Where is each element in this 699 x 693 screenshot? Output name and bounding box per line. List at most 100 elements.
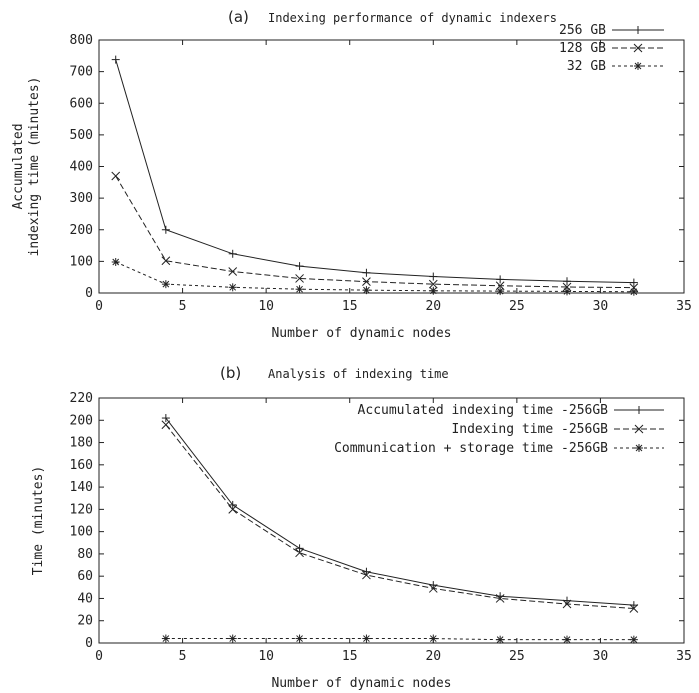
data-point <box>295 274 304 283</box>
data-point <box>228 505 238 514</box>
data-point <box>629 635 638 644</box>
data-point <box>362 286 371 295</box>
data-point <box>562 599 572 609</box>
x-tick-label: 20 <box>425 299 441 314</box>
series-1 <box>111 55 638 287</box>
series-2 <box>161 420 639 613</box>
legend-label: 128 GB <box>559 41 606 56</box>
x-axis-label: Number of dynamic nodes <box>271 676 451 691</box>
legend-entry: 128 GB <box>559 41 664 56</box>
x-tick-label: 20 <box>425 649 441 664</box>
legend-marker <box>635 444 643 452</box>
axis-ticks: 0 5 10 15 20 25 30 35 0 100 200 300 400 500 600 700 800 <box>70 33 692 314</box>
data-point <box>495 594 505 603</box>
y-axis-label: Accumulated <box>11 123 26 209</box>
data-point <box>429 272 438 281</box>
data-point <box>295 548 304 558</box>
x-tick-label: 30 <box>593 649 609 664</box>
series-2 <box>111 171 639 292</box>
data-point <box>428 584 438 593</box>
y-tick-label: 200 <box>70 413 93 428</box>
y-tick-label: 140 <box>70 480 93 495</box>
series-3 <box>161 634 638 644</box>
plot-frame <box>98 397 685 644</box>
legend-label: Accumulated indexing time -256GB <box>358 403 609 418</box>
legend-entry: 32 GB <box>567 59 664 74</box>
legend-label: 256 GB <box>559 23 606 38</box>
series-3 <box>111 258 638 296</box>
data-point <box>161 280 170 289</box>
x-tick-label: 0 <box>95 649 103 664</box>
y-tick-label: 100 <box>70 254 93 269</box>
x-tick-label: 15 <box>342 299 358 314</box>
data-point <box>161 420 171 430</box>
x-tick-label: 25 <box>509 649 525 664</box>
data-point <box>629 604 639 613</box>
y-tick-label: 180 <box>70 436 93 451</box>
data-point <box>429 634 438 643</box>
data-point <box>629 287 638 296</box>
y-tick-label: 160 <box>70 458 93 473</box>
chart-panel-a: (a) Indexing performance of dynamic index… <box>11 8 692 341</box>
legend-entry: Indexing time -256GB <box>451 422 664 437</box>
data-point <box>111 55 120 64</box>
x-tick-label: 5 <box>179 299 187 314</box>
data-point <box>111 171 121 181</box>
y-tick-label: 300 <box>70 191 93 206</box>
legend-marker <box>634 62 642 70</box>
data-point <box>428 279 438 289</box>
data-point <box>111 258 120 267</box>
chart-title: Analysis of indexing time <box>268 367 449 381</box>
data-point <box>563 635 571 644</box>
y-tick-label: 0 <box>85 636 93 651</box>
y-tick-label: 400 <box>70 160 93 175</box>
x-tick-label: 10 <box>258 649 274 664</box>
data-point <box>295 544 304 553</box>
y-tick-label: 80 <box>77 547 93 562</box>
data-point <box>295 634 304 643</box>
x-axis-label: Number of dynamic nodes <box>271 326 451 341</box>
series-line <box>165 424 634 609</box>
y-tick-label: 20 <box>77 614 93 629</box>
legend-label: 32 GB <box>567 59 606 74</box>
y-tick-label: 800 <box>70 33 93 48</box>
y-axis-label: Time (minutes) <box>31 466 46 576</box>
legend-entry: 256 GB <box>559 23 664 38</box>
series-line <box>115 59 634 284</box>
x-tick-label: 10 <box>258 299 274 314</box>
legend-entry: Accumulated indexing time -256GB <box>358 403 664 418</box>
chart-panel-b: (b) Analysis of indexing time 0 5 10 15 20 25 30… <box>31 364 692 691</box>
series-line <box>115 175 634 289</box>
data-point <box>563 277 571 286</box>
legend-marker <box>634 424 644 434</box>
data-point <box>563 287 571 296</box>
data-point <box>295 262 304 271</box>
legend-marker <box>634 26 642 34</box>
y-tick-label: 120 <box>70 502 93 517</box>
series-line <box>115 261 634 293</box>
data-point <box>228 283 237 292</box>
data-point <box>362 634 371 643</box>
panel-label: (a) <box>228 8 249 26</box>
data-point <box>362 570 371 580</box>
x-tick-label: 30 <box>593 299 609 314</box>
y-tick-label: 200 <box>70 223 93 238</box>
y-tick-label: 100 <box>70 525 93 540</box>
data-point <box>228 267 238 276</box>
chart-title: Indexing performance of dynamic indexers <box>268 11 557 25</box>
data-point <box>295 285 304 294</box>
data-point <box>161 634 170 643</box>
y-tick-label: 600 <box>70 96 93 111</box>
data-point <box>228 500 237 509</box>
data-point <box>161 256 171 266</box>
x-tick-label: 0 <box>95 299 103 314</box>
y-tick-label: 700 <box>70 65 93 80</box>
data-point <box>228 249 237 258</box>
data-point <box>161 414 170 423</box>
legend-marker <box>635 406 643 414</box>
plot-frame <box>98 39 685 294</box>
series-line <box>165 417 634 606</box>
x-tick-label: 25 <box>509 299 525 314</box>
data-point <box>629 278 638 287</box>
